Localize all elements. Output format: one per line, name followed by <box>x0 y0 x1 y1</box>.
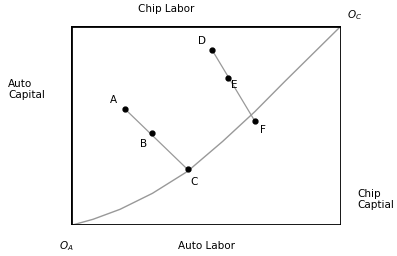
Text: D: D <box>198 36 206 46</box>
Text: C: C <box>190 177 198 187</box>
Text: B: B <box>140 140 147 150</box>
Text: A: A <box>110 95 118 105</box>
Text: E: E <box>231 80 237 90</box>
Text: $O_C$: $O_C$ <box>347 8 362 22</box>
Text: $O_A$: $O_A$ <box>59 239 73 253</box>
Text: Chip
Captial: Chip Captial <box>357 189 394 210</box>
Text: Auto
Capital: Auto Capital <box>8 79 45 100</box>
Text: Auto Labor: Auto Labor <box>178 241 235 251</box>
Text: F: F <box>260 125 266 135</box>
Text: Chip Labor: Chip Labor <box>138 4 194 14</box>
